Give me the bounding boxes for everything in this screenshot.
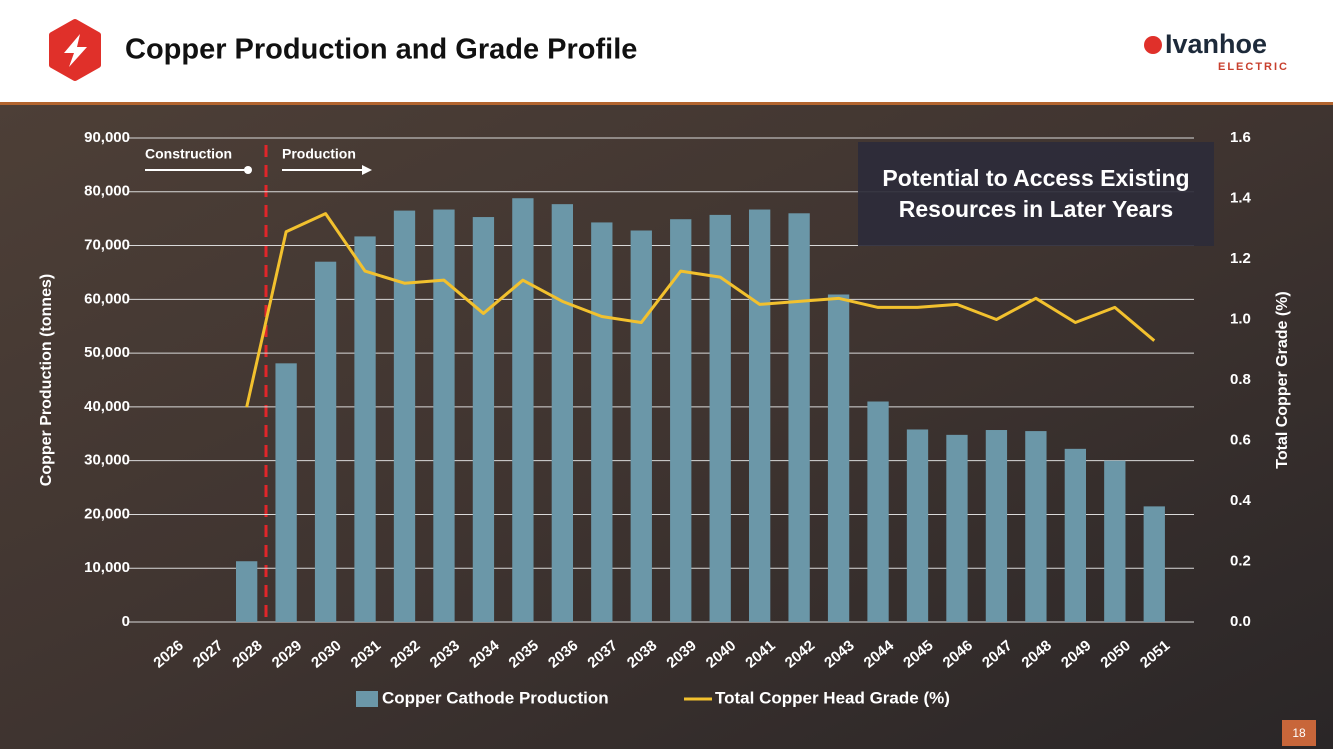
bar	[748, 209, 771, 622]
y-tick-label: 60,000	[84, 290, 130, 307]
header	[0, 0, 1333, 103]
y2-tick-label: 1.2	[1230, 250, 1251, 267]
y-tick-label: 30,000	[84, 452, 130, 469]
bar	[235, 561, 258, 622]
bar	[670, 219, 692, 622]
y-tick-label: 20,000	[84, 505, 130, 522]
bar	[906, 429, 929, 622]
legend-label: Total Copper Head Grade (%)	[715, 688, 950, 707]
y-tick-label: 40,000	[84, 398, 130, 415]
slide-title: Copper Production and Grade Profile	[125, 34, 637, 66]
bar	[314, 261, 337, 622]
y2-tick-label: 1.4	[1230, 189, 1252, 206]
legend-swatch	[356, 691, 378, 707]
construction-dot	[244, 166, 252, 174]
brand-name: Ivanhoe	[1165, 29, 1267, 59]
bar	[788, 213, 810, 623]
y-tick-label: 70,000	[84, 237, 130, 254]
y2-tick-label: 0.2	[1230, 552, 1251, 569]
logo-bolt	[64, 34, 87, 67]
bar	[827, 294, 850, 622]
bar	[1025, 431, 1047, 622]
callout: Potential to Access Existing Resources i…	[858, 142, 1214, 246]
construction-label: Construction	[145, 146, 232, 162]
grid	[128, 137, 1194, 623]
y2-tick-label: 1.6	[1230, 129, 1251, 146]
y-tick-label: 90,000	[84, 129, 130, 146]
y-axis-title: Copper Production (tonnes)	[38, 274, 55, 486]
y-tick-label: 50,000	[84, 344, 130, 361]
bar	[591, 222, 613, 623]
bar	[1104, 460, 1126, 622]
y2-tick-label: 1.0	[1230, 310, 1251, 327]
bar	[946, 434, 968, 622]
bar	[433, 209, 455, 622]
production-label: Production	[282, 146, 356, 162]
y2-tick-label: 0.6	[1230, 431, 1251, 448]
brand-sub: ELECTRIC	[1218, 61, 1289, 73]
bar	[354, 236, 376, 622]
bar	[1143, 506, 1165, 622]
y2-tick-label: 0.4	[1230, 492, 1252, 509]
y2-tick-label: 0.8	[1230, 371, 1251, 388]
y2-axis-title: Total Copper Grade (%)	[1274, 291, 1291, 469]
y2-tick-label: 0.0	[1230, 613, 1251, 630]
bar	[275, 363, 297, 622]
production-arrowhead	[362, 165, 372, 175]
bar	[393, 210, 416, 622]
y-tick-label: 80,000	[84, 183, 130, 200]
bar	[551, 204, 574, 622]
grade-line	[245, 212, 1156, 408]
bar	[709, 214, 731, 622]
bar	[472, 217, 495, 622]
page-number: 18	[1282, 720, 1316, 746]
y-tick-label: 0	[122, 613, 130, 630]
y-tick-label: 10,000	[84, 559, 130, 576]
bar	[630, 230, 652, 622]
header-rule	[0, 102, 1333, 105]
bar	[1064, 448, 1087, 622]
bar	[512, 198, 534, 622]
brand-icon	[1144, 36, 1162, 54]
bar	[867, 401, 889, 622]
legend-label: Copper Cathode Production	[382, 688, 609, 707]
bar	[985, 430, 1008, 622]
